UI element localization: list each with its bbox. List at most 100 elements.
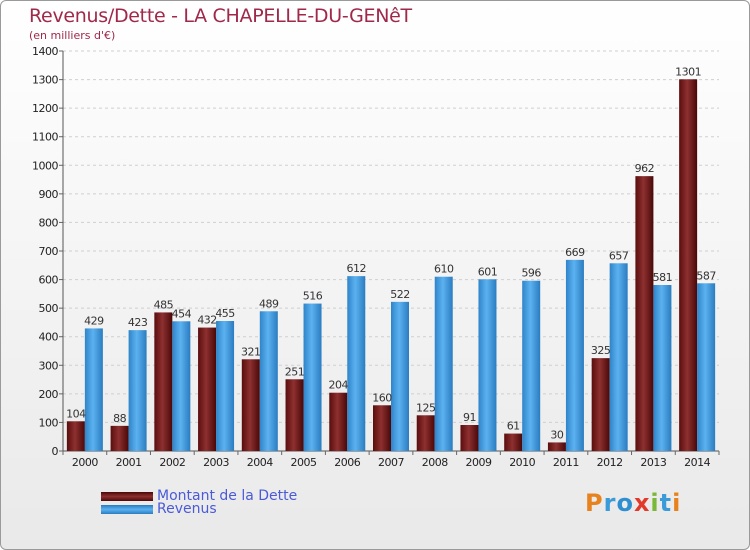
y-tick-label: 300 xyxy=(39,359,59,372)
debt-bar xyxy=(110,425,129,451)
debt-value-label: 125 xyxy=(416,401,436,414)
y-tick-label: 1400 xyxy=(32,45,58,58)
logo-letter: t xyxy=(659,489,673,517)
revenue-value-label: 516 xyxy=(303,290,323,303)
legend-swatch-debt xyxy=(101,491,153,501)
debt-bar xyxy=(547,442,566,451)
y-tick-label: 500 xyxy=(39,302,59,315)
debt-value-label: 204 xyxy=(329,379,349,392)
revenue-value-label: 522 xyxy=(390,288,410,301)
revenue-value-label: 455 xyxy=(215,307,235,320)
debt-value-label: 251 xyxy=(285,365,305,378)
logo-letter: r xyxy=(603,489,617,517)
debt-value-label: 1301 xyxy=(675,65,701,78)
debt-value-label: 91 xyxy=(463,411,476,424)
y-tick-label: 1200 xyxy=(32,102,58,115)
revenue-bar xyxy=(697,283,716,451)
y-tick-label: 100 xyxy=(39,416,59,429)
x-tick-label: 2004 xyxy=(247,456,273,469)
x-tick-label: 2005 xyxy=(291,456,317,469)
legend-label-revenue: Revenus xyxy=(157,501,217,517)
x-tick-label: 2010 xyxy=(509,456,535,469)
y-tick-label: 900 xyxy=(39,188,59,201)
x-tick-label: 2007 xyxy=(378,456,404,469)
debt-bar xyxy=(66,421,85,451)
x-tick-label: 2013 xyxy=(640,456,666,469)
x-tick-label: 2001 xyxy=(116,456,142,469)
revenue-value-label: 657 xyxy=(609,249,629,262)
revenue-bar xyxy=(259,311,278,451)
x-tick-label: 2014 xyxy=(684,456,710,469)
revenue-value-label: 610 xyxy=(434,263,454,276)
legend-swatch-revenue xyxy=(101,504,153,514)
bars-layer xyxy=(66,79,716,452)
debt-bar xyxy=(460,425,479,451)
legend-item-debt: Montant de la Dette xyxy=(101,488,297,504)
debt-value-label: 962 xyxy=(635,162,655,175)
logo-letter: x xyxy=(633,489,651,517)
revenue-bar xyxy=(216,321,235,451)
x-tick-label: 2000 xyxy=(72,456,98,469)
debt-value-label: 321 xyxy=(241,345,261,358)
logo-letter: i xyxy=(650,489,660,517)
debt-value-label: 88 xyxy=(113,412,126,425)
revenue-bar xyxy=(391,301,409,451)
y-tick-label: 0 xyxy=(52,445,59,458)
debt-bar xyxy=(373,405,391,451)
revenue-bar xyxy=(478,279,497,451)
x-tick-label: 2011 xyxy=(553,456,579,469)
logo-letter: i xyxy=(672,489,682,517)
revenue-value-label: 587 xyxy=(696,269,716,282)
debt-value-label: 104 xyxy=(66,407,86,420)
chart-subtitle: (en milliers d'€) xyxy=(29,29,116,42)
debt-value-label: 61 xyxy=(507,420,520,433)
revenue-bar xyxy=(84,328,103,451)
debt-bar xyxy=(285,379,304,451)
debt-bar xyxy=(198,327,217,451)
debt-bar xyxy=(329,392,348,451)
revenue-value-label: 601 xyxy=(478,265,498,278)
debt-bar xyxy=(679,79,698,452)
y-tick-label: 400 xyxy=(39,331,59,344)
revenue-bar xyxy=(347,276,366,451)
debt-bar xyxy=(504,433,523,451)
revenue-bar xyxy=(609,263,628,451)
revenue-value-label: 423 xyxy=(128,316,148,329)
revenue-bar xyxy=(303,303,322,451)
debt-bar xyxy=(591,358,610,451)
x-tick-label: 2002 xyxy=(159,456,185,469)
revenue-value-label: 612 xyxy=(347,262,367,275)
revenue-value-label: 669 xyxy=(565,246,585,259)
revenue-value-label: 489 xyxy=(259,297,279,310)
debt-value-label: 30 xyxy=(550,428,563,441)
revenue-value-label: 581 xyxy=(653,271,673,284)
debt-value-label: 325 xyxy=(591,344,611,357)
revenue-bar xyxy=(172,321,191,451)
debt-value-label: 432 xyxy=(197,314,217,327)
labels-layer: 0 100 200 300 400 500 600 700 800 900 1000 1100 1200… xyxy=(32,45,717,469)
logo-letter: P xyxy=(585,489,604,517)
revenue-value-label: 596 xyxy=(521,267,541,280)
revenue-bar xyxy=(565,259,584,451)
chart-title: Revenus/Dette - LA CHAPELLE-DU-GENêT xyxy=(29,5,412,27)
legend-item-revenue: Revenus xyxy=(101,501,217,517)
y-tick-label: 1300 xyxy=(32,74,58,87)
debt-value-label: 485 xyxy=(154,298,174,311)
debt-value-label: 160 xyxy=(372,391,392,404)
y-tick-label: 800 xyxy=(39,216,59,229)
debt-bar xyxy=(416,415,435,451)
x-tick-label: 2012 xyxy=(597,456,623,469)
debt-bar xyxy=(635,176,654,451)
proxiti-logo: Proxiti xyxy=(585,489,681,517)
y-tick-label: 600 xyxy=(39,274,59,287)
debt-bar xyxy=(241,359,260,451)
y-tick-label: 200 xyxy=(39,388,59,401)
y-tick-label: 1000 xyxy=(32,159,58,172)
revenue-bar xyxy=(434,276,453,451)
x-tick-label: 2008 xyxy=(422,456,448,469)
revenue-value-label: 454 xyxy=(172,307,192,320)
revenue-bar xyxy=(522,280,541,451)
x-tick-label: 2006 xyxy=(334,456,360,469)
